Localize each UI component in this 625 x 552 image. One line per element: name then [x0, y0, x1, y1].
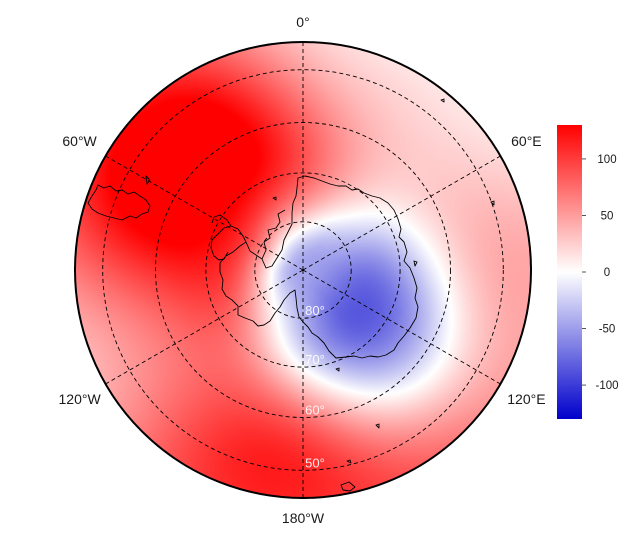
antarctic-peninsula-coastline: [210, 214, 247, 261]
meridian-label: 60°W: [62, 133, 97, 149]
parallel-lat-70: [205, 172, 401, 368]
colorbar-tick-label: -100: [595, 380, 618, 392]
meridian-label: 60°E: [511, 133, 542, 149]
colorbar-tick-label: 50: [601, 211, 614, 223]
parallel-label: 50°: [305, 455, 325, 470]
colorbar: 100 50 0 -50 -100: [557, 125, 619, 419]
meridian-line: [105, 155, 304, 271]
meridian-labels: 0° 60°W 60°E 120°W 120°E 180°W: [59, 14, 546, 526]
colorbar-tick-label: 100: [597, 154, 616, 166]
ice-shelf-coastline: [261, 209, 286, 260]
meridian-label: 120°E: [507, 391, 545, 407]
colorbar-tick-label: -50: [599, 324, 616, 336]
meridian-line: [302, 155, 501, 271]
meridian-label: 0°: [296, 14, 309, 30]
polar-map: 80° 70° 60° 50° 0° 60°W 60°E 120°W 120°E 180°W: [59, 14, 546, 526]
parallel-lat-80: [254, 221, 352, 319]
graticule: [102, 42, 504, 498]
parallel-label: 60°: [305, 403, 325, 418]
map-boundary: [74, 41, 532, 499]
colorbar-ticks: 100 50 0 -50 -100: [582, 154, 619, 392]
meridian-line: [105, 269, 304, 385]
meridian-label: 120°W: [59, 391, 102, 407]
colorbar-tick-label: 0: [604, 267, 610, 279]
parallel-label: 80°: [305, 303, 325, 318]
meridian-line: [302, 269, 501, 385]
islands: [272, 98, 495, 492]
south-america-coastline: [87, 175, 151, 221]
parallel-labels: 80° 70° 60° 50°: [305, 303, 325, 470]
colorbar-gradient: [557, 125, 582, 419]
meridian-label: 180°W: [282, 510, 325, 526]
parallel-lat-50: [102, 69, 504, 471]
parallel-label: 70°: [305, 352, 325, 367]
